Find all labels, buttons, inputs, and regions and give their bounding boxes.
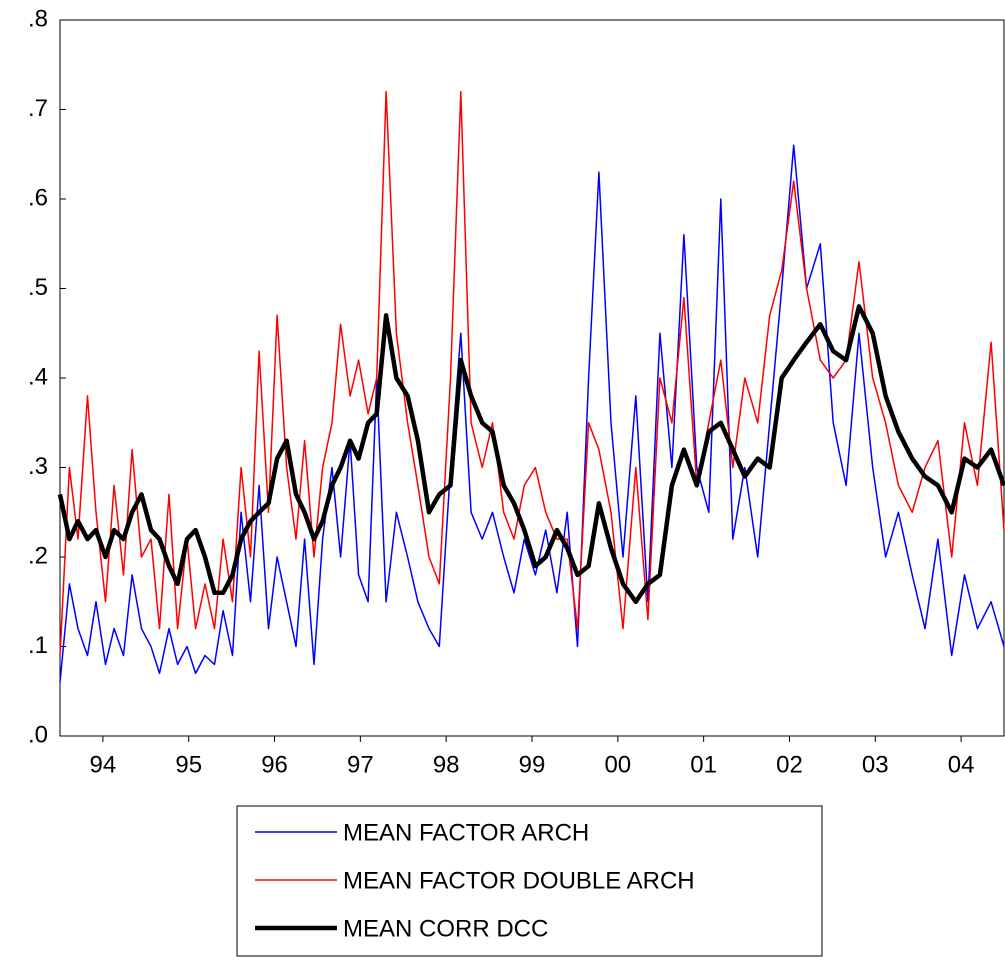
- x-tick-label: 94: [90, 751, 117, 778]
- y-tick-label: .6: [28, 184, 48, 211]
- x-tick-label: 99: [519, 751, 546, 778]
- y-tick-label: .7: [28, 95, 48, 122]
- plot-frame: [59, 19, 1005, 737]
- y-tick-label: .8: [28, 5, 48, 32]
- y-tick-label: .4: [28, 363, 48, 390]
- series-line: [59, 144, 1005, 683]
- x-tick-label: 02: [776, 751, 803, 778]
- legend-label: MEAN CORR DCC: [343, 915, 548, 942]
- x-tick-label: 00: [604, 751, 631, 778]
- legend-label: MEAN FACTOR ARCH: [343, 819, 589, 846]
- x-tick-label: 95: [175, 751, 202, 778]
- x-tick-label: 03: [862, 751, 889, 778]
- y-tick-label: .2: [28, 542, 48, 569]
- x-tick-label: 98: [433, 751, 460, 778]
- y-tick-label: .5: [28, 274, 48, 301]
- x-tick-label: 01: [690, 751, 717, 778]
- y-tick-label: .0: [28, 721, 48, 748]
- series-line: [59, 90, 1005, 656]
- legend-box: [236, 805, 823, 957]
- y-tick-label: .3: [28, 453, 48, 480]
- series-line: [57, 304, 1005, 605]
- x-tick-label: 97: [347, 751, 374, 778]
- legend-label: MEAN FACTOR DOUBLE ARCH: [343, 867, 695, 894]
- x-tick-label: 96: [261, 751, 288, 778]
- y-tick-label: .1: [28, 632, 48, 659]
- x-tick-label: 04: [948, 751, 975, 778]
